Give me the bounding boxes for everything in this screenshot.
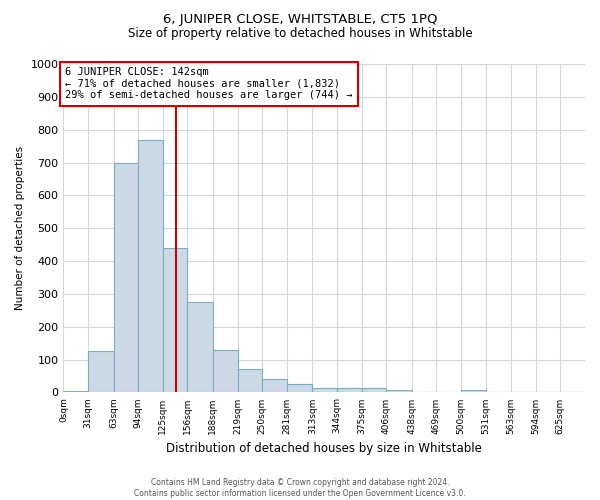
Bar xyxy=(262,380,287,392)
Bar xyxy=(138,140,163,392)
Bar xyxy=(238,370,262,392)
Bar xyxy=(113,162,138,392)
Bar xyxy=(88,352,113,393)
Text: Size of property relative to detached houses in Whitstable: Size of property relative to detached ho… xyxy=(128,28,472,40)
Bar xyxy=(461,390,485,392)
Bar xyxy=(213,350,238,393)
Bar xyxy=(64,391,88,392)
Text: 6, JUNIPER CLOSE, WHITSTABLE, CT5 1PQ: 6, JUNIPER CLOSE, WHITSTABLE, CT5 1PQ xyxy=(163,12,437,26)
Y-axis label: Number of detached properties: Number of detached properties xyxy=(15,146,25,310)
Text: Contains HM Land Registry data © Crown copyright and database right 2024.
Contai: Contains HM Land Registry data © Crown c… xyxy=(134,478,466,498)
Bar xyxy=(312,388,337,392)
Bar xyxy=(163,248,187,392)
Bar xyxy=(337,388,362,392)
Bar xyxy=(362,388,386,392)
Bar xyxy=(386,390,412,392)
Bar xyxy=(287,384,312,392)
X-axis label: Distribution of detached houses by size in Whitstable: Distribution of detached houses by size … xyxy=(166,442,482,455)
Bar xyxy=(187,302,213,392)
Text: 6 JUNIPER CLOSE: 142sqm
← 71% of detached houses are smaller (1,832)
29% of semi: 6 JUNIPER CLOSE: 142sqm ← 71% of detache… xyxy=(65,68,353,100)
